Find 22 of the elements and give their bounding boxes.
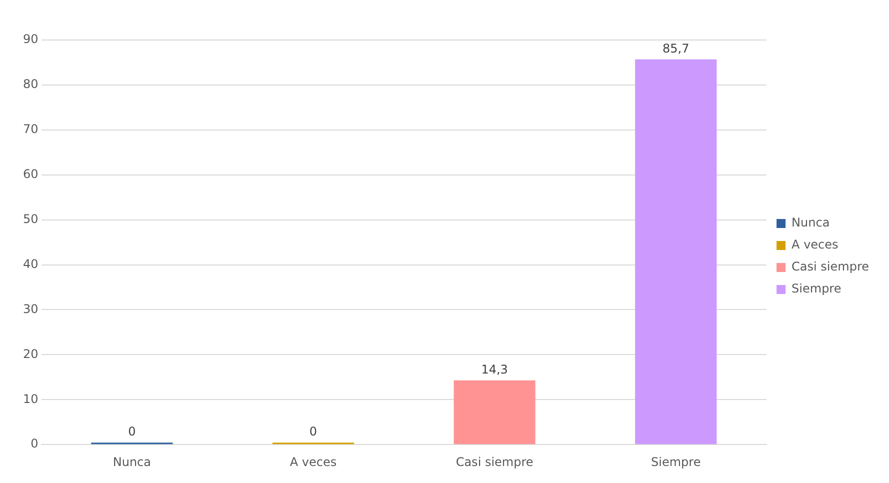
y-tick-label: 20 <box>22 346 38 361</box>
y-tick-label: 90 <box>22 32 38 46</box>
legend-label: Siempre <box>792 282 842 296</box>
y-tick-label: 0 <box>30 436 38 451</box>
x-tick-label: A veces <box>290 454 337 469</box>
y-tick-label: 50 <box>22 212 38 226</box>
x-tick-label: Siempre <box>651 454 701 469</box>
y-tick-label: 80 <box>22 77 38 92</box>
y-tick-label: 40 <box>22 256 38 271</box>
x-tick-label: Nunca <box>112 454 151 469</box>
y-tick-label: 70 <box>22 122 38 136</box>
data-label: 85,7 <box>662 41 690 56</box>
legend-label: Nunca <box>792 216 830 230</box>
data-label: 0 <box>309 424 318 439</box>
y-tick-label: 30 <box>22 302 38 316</box>
y-tick-label: 60 <box>22 166 38 181</box>
data-label: 0 <box>128 424 136 439</box>
legend-label: A veces <box>792 238 838 252</box>
y-tick-label: 10 <box>22 392 38 406</box>
legend-label: Casi siempre <box>792 260 870 274</box>
data-label: 14,3 <box>481 362 508 376</box>
x-tick-label: Casi siempre <box>456 454 534 469</box>
